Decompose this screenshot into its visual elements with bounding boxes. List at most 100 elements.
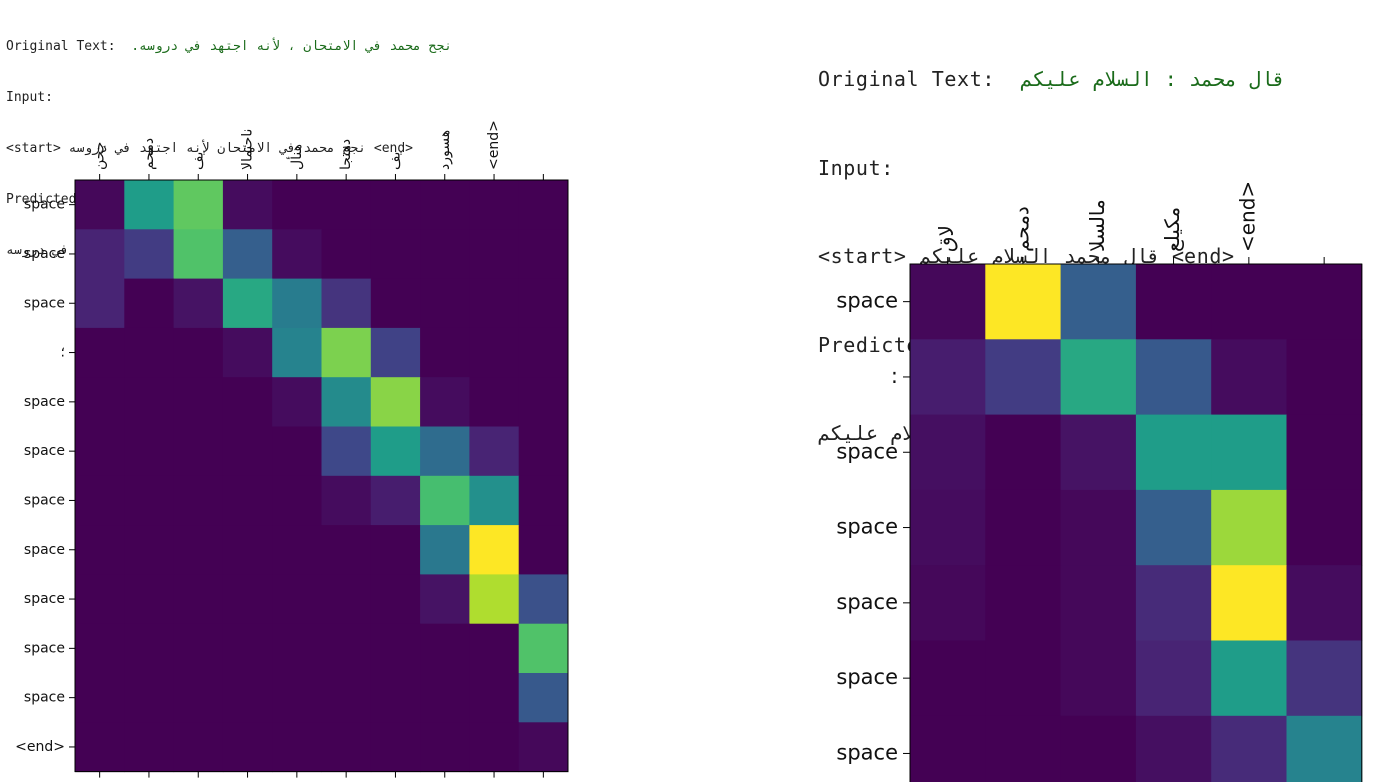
right-original-value: قال محمد : السلام عليكم xyxy=(1020,67,1286,91)
heatmap-cell xyxy=(370,623,421,674)
left-original-label: Original Text: xyxy=(6,39,116,54)
heatmap-cell xyxy=(272,377,322,427)
heatmap-cell xyxy=(222,278,273,329)
y-tick-label: <end> xyxy=(15,739,65,755)
heatmap-cell xyxy=(272,426,322,477)
y-tick-label: space xyxy=(836,590,898,614)
heatmap-cell xyxy=(370,426,421,477)
heatmap-cell xyxy=(1286,264,1363,340)
heatmap-cell xyxy=(469,574,520,625)
x-tick-label: دمحم xyxy=(141,138,157,170)
heatmap-cell xyxy=(124,673,175,723)
heatmap-cell xyxy=(370,673,421,723)
heatmap-cell xyxy=(75,278,125,329)
heatmap-cell xyxy=(420,475,470,526)
heatmap-cell xyxy=(1211,339,1287,416)
heatmap-cell xyxy=(272,673,322,723)
x-tick-label: <end> xyxy=(1235,181,1259,252)
heatmap-cell xyxy=(420,426,470,477)
left-original-line: Original Text: نجح محمد في الامتحان ، لأ… xyxy=(6,38,452,55)
heatmap-cell xyxy=(370,574,421,625)
heatmap-cell xyxy=(420,574,470,625)
heatmap-cell xyxy=(518,180,569,230)
heatmap-cell xyxy=(985,565,1062,641)
heatmap-cell xyxy=(370,278,421,329)
heatmap-cells xyxy=(910,264,1363,782)
heatmap-cell xyxy=(910,565,986,641)
y-tick-label: space xyxy=(836,439,898,463)
heatmap-cell xyxy=(1211,640,1287,717)
heatmap-cell xyxy=(469,377,520,427)
heatmap-cell xyxy=(469,525,520,575)
x-tick-label: يف xyxy=(190,152,206,170)
heatmap-cell xyxy=(75,475,125,526)
heatmap-cell xyxy=(420,623,470,674)
heatmap-cell xyxy=(518,722,569,773)
heatmap-cell xyxy=(1286,640,1363,717)
heatmap-cell xyxy=(1211,715,1287,782)
heatmap-cell xyxy=(124,229,175,280)
heatmap-cell xyxy=(321,574,372,625)
heatmap-cell xyxy=(272,722,322,773)
heatmap-cell xyxy=(1060,715,1137,782)
y-tick-label: space xyxy=(836,515,898,539)
heatmap-cell xyxy=(1286,414,1363,491)
heatmap-cell xyxy=(321,475,372,526)
heatmap-cell xyxy=(469,475,520,526)
heatmap-cell xyxy=(1135,414,1212,491)
heatmap-cell xyxy=(985,640,1062,717)
y-tick-label: space xyxy=(24,246,65,262)
y-tick-label: space xyxy=(836,289,898,313)
heatmap-cell xyxy=(124,377,175,427)
heatmap-cell xyxy=(370,327,421,378)
y-tick-label: space xyxy=(836,740,898,764)
heatmap-cell xyxy=(222,623,273,674)
heatmap-cell xyxy=(173,229,224,280)
heatmap-cell xyxy=(272,475,322,526)
heatmap-cell xyxy=(469,623,520,674)
heatmap-cell xyxy=(518,574,569,625)
y-tick-label: : xyxy=(891,364,898,388)
heatmap-cell xyxy=(1060,640,1137,717)
heatmap-cell xyxy=(518,673,569,723)
heatmap-cell xyxy=(469,722,520,773)
heatmap-cell xyxy=(420,327,470,378)
heatmap-cell xyxy=(222,327,273,378)
y-tick-label: space xyxy=(24,542,65,558)
heatmap-cell xyxy=(75,426,125,477)
heatmap-cell xyxy=(222,229,273,280)
heatmap-cell xyxy=(173,722,224,773)
heatmap-cell xyxy=(1286,565,1363,641)
heatmap-cell xyxy=(910,339,986,416)
right-original-label: Original Text: xyxy=(818,67,995,91)
heatmap-cell xyxy=(222,426,273,477)
x-tick-label: جحن xyxy=(92,142,108,170)
heatmap-cell xyxy=(1286,489,1363,566)
heatmap-cell xyxy=(75,229,125,280)
heatmap-cell xyxy=(910,489,986,566)
heatmap-cell xyxy=(370,722,421,773)
heatmap-cell xyxy=(173,673,224,723)
heatmap-cell xyxy=(518,426,569,477)
heatmap-cell xyxy=(420,278,470,329)
heatmap-cell xyxy=(469,327,520,378)
heatmap-cell xyxy=(321,673,372,723)
heatmap-cell xyxy=(1211,414,1287,491)
heatmap-cell xyxy=(370,180,421,230)
heatmap-cell xyxy=(985,715,1062,782)
x-tick-label: هسورد xyxy=(437,130,453,170)
heatmap-cell xyxy=(272,327,322,378)
left-attention-heatmap: space space space ؛ space space space space spac… xyxy=(15,120,569,778)
heatmap-cell xyxy=(272,278,322,329)
left-input-label: Input: xyxy=(6,90,53,105)
heatmap-cell xyxy=(420,377,470,427)
y-tick-label: space xyxy=(24,492,65,508)
x-tick-label: هنأل xyxy=(286,144,305,170)
y-tick-label: space xyxy=(24,443,65,459)
y-tick-label: ؛ xyxy=(61,345,65,361)
heatmap-cell xyxy=(321,180,372,230)
heatmap-cell xyxy=(321,623,372,674)
heatmap-cell xyxy=(1060,489,1137,566)
heatmap-cell xyxy=(910,715,986,782)
heatmap-cell xyxy=(272,180,322,230)
